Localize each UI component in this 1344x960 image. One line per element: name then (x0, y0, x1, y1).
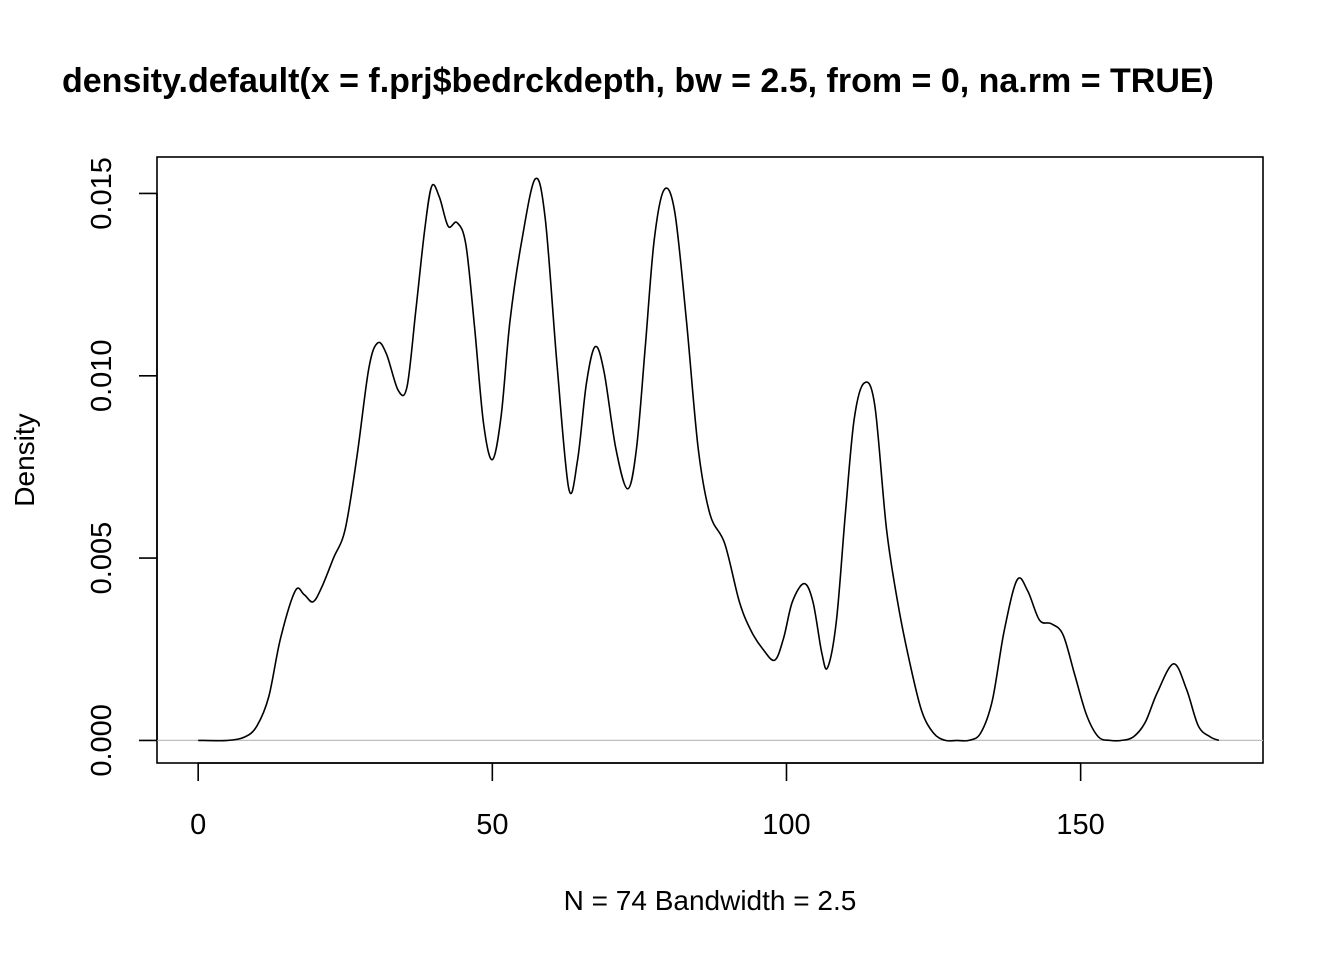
x-tick-label: 100 (762, 809, 810, 841)
x-axis-label: N = 74 Bandwidth = 2.5 (564, 885, 857, 916)
density-curve-layer (198, 177, 1220, 742)
y-tick-label: 0.010 (86, 339, 118, 412)
x-tick-label: 50 (476, 809, 508, 841)
x-tick-label: 0 (190, 809, 206, 841)
y-axis: 0.000 0.005 0.010 0.015 (86, 157, 158, 777)
x-axis: 0 50 100 150 (190, 762, 1105, 841)
y-tick-label: 0.000 (86, 704, 118, 777)
y-tick-label: 0.015 (86, 157, 118, 230)
chart-title: density.default(x = f.prj$bedrckdepth, b… (62, 62, 1214, 100)
density-curve (198, 177, 1220, 742)
y-tick-label: 0.005 (86, 522, 118, 595)
x-tick-label: 150 (1056, 809, 1104, 841)
plot-frame (156, 156, 1264, 764)
y-axis-label: Density (9, 413, 40, 506)
